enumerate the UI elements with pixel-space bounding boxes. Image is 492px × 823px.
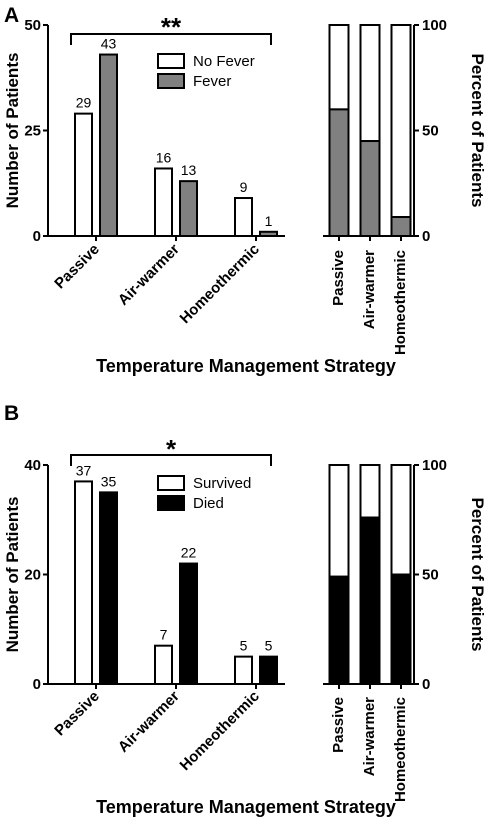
y-tick-label: 50 xyxy=(24,17,41,34)
y-tick-label: 25 xyxy=(24,123,41,140)
stacked-bar-top xyxy=(359,24,381,143)
x-category-label: Homeothermic xyxy=(177,688,263,774)
y-tick-label: 0 xyxy=(422,676,430,693)
x-category-label: Passive xyxy=(330,250,347,306)
bar-no-fever xyxy=(154,167,173,237)
data-label: 9 xyxy=(240,179,248,195)
stacked-bar-top xyxy=(390,464,412,576)
y-tick-label: 50 xyxy=(422,123,439,140)
stacked-bar-bottom xyxy=(359,140,381,237)
significance-marker: * xyxy=(166,434,177,464)
legend-label: Survived xyxy=(193,475,251,492)
x-category-label: Air-warmer xyxy=(115,241,183,309)
legend-label: Died xyxy=(193,495,224,512)
y-tick-label: 40 xyxy=(24,457,41,474)
x-category-label: Homeothermic xyxy=(392,250,409,355)
bar-fever xyxy=(259,230,278,237)
legend-swatch xyxy=(157,495,185,511)
significance-marker: ** xyxy=(161,12,182,42)
y-tick-label: 0 xyxy=(33,228,41,245)
x-category-label: Air-warmer xyxy=(115,688,183,756)
stacked-bar-bottom xyxy=(359,516,381,685)
x-category-label: Homeothermic xyxy=(392,697,409,802)
legend-swatch xyxy=(157,475,185,491)
data-label: 16 xyxy=(156,149,172,165)
stacked-bar-bottom xyxy=(328,575,350,685)
legend-label: Fever xyxy=(193,73,231,90)
legend-label: No Fever xyxy=(193,53,255,70)
y-tick-label: 50 xyxy=(422,567,439,584)
y-axis-title-right: Percent of Patients xyxy=(468,54,487,208)
data-label: 43 xyxy=(101,36,117,52)
data-label: 29 xyxy=(76,95,92,111)
y-tick-label: 100 xyxy=(422,457,447,474)
y-tick-label: 100 xyxy=(422,17,447,34)
significance-bracket xyxy=(70,33,272,45)
bar-fever xyxy=(179,180,198,237)
data-label: 5 xyxy=(265,638,273,654)
data-label: 37 xyxy=(76,462,92,478)
stacked-bar-top xyxy=(328,464,350,578)
x-axis-title: Temperature Management Strategy xyxy=(96,797,396,817)
x-category-label: Passive xyxy=(330,697,347,753)
stacked-bar-top xyxy=(359,464,381,519)
x-category-label: Homeothermic xyxy=(177,241,263,327)
data-label: 5 xyxy=(240,638,248,654)
stacked-bar-top xyxy=(328,24,350,111)
bar-died xyxy=(259,655,278,685)
stacked-bar-bottom xyxy=(328,108,350,237)
bar-survived xyxy=(74,480,93,685)
x-category-label: Air-warmer xyxy=(361,250,378,329)
x-category-label: Passive xyxy=(51,688,103,740)
x-category-label: Air-warmer xyxy=(361,697,378,776)
x-axis-title: Temperature Management Strategy xyxy=(96,356,396,376)
data-label: 22 xyxy=(181,545,197,561)
significance-bracket xyxy=(70,454,272,466)
y-tick-label: 20 xyxy=(24,567,41,584)
y-axis-title: Number of Patients xyxy=(3,53,22,209)
stacked-bar-bottom xyxy=(390,216,412,237)
y-tick-label: 0 xyxy=(422,228,430,245)
legend-swatch xyxy=(157,53,185,69)
x-category-label: Passive xyxy=(51,241,103,293)
data-label: 13 xyxy=(181,162,197,178)
y-axis-title: Number of Patients xyxy=(3,497,22,653)
bar-died xyxy=(179,562,198,685)
bar-died xyxy=(99,491,118,685)
stacked-bar-top xyxy=(390,24,412,219)
bar-no-fever xyxy=(234,197,253,238)
panel-letter: B xyxy=(4,402,19,425)
data-label: 1 xyxy=(265,213,273,229)
y-tick-label: 0 xyxy=(33,676,41,693)
legend-swatch xyxy=(157,73,185,89)
data-label: 7 xyxy=(160,627,168,643)
bar-no-fever xyxy=(74,112,93,237)
stacked-bar-bottom xyxy=(390,573,412,685)
y-axis-title-right: Percent of Patients xyxy=(468,498,487,652)
bar-survived xyxy=(234,655,253,685)
bar-survived xyxy=(154,644,173,685)
bar-fever xyxy=(99,53,118,238)
panel-letter: A xyxy=(4,4,19,27)
data-label: 35 xyxy=(101,473,117,489)
